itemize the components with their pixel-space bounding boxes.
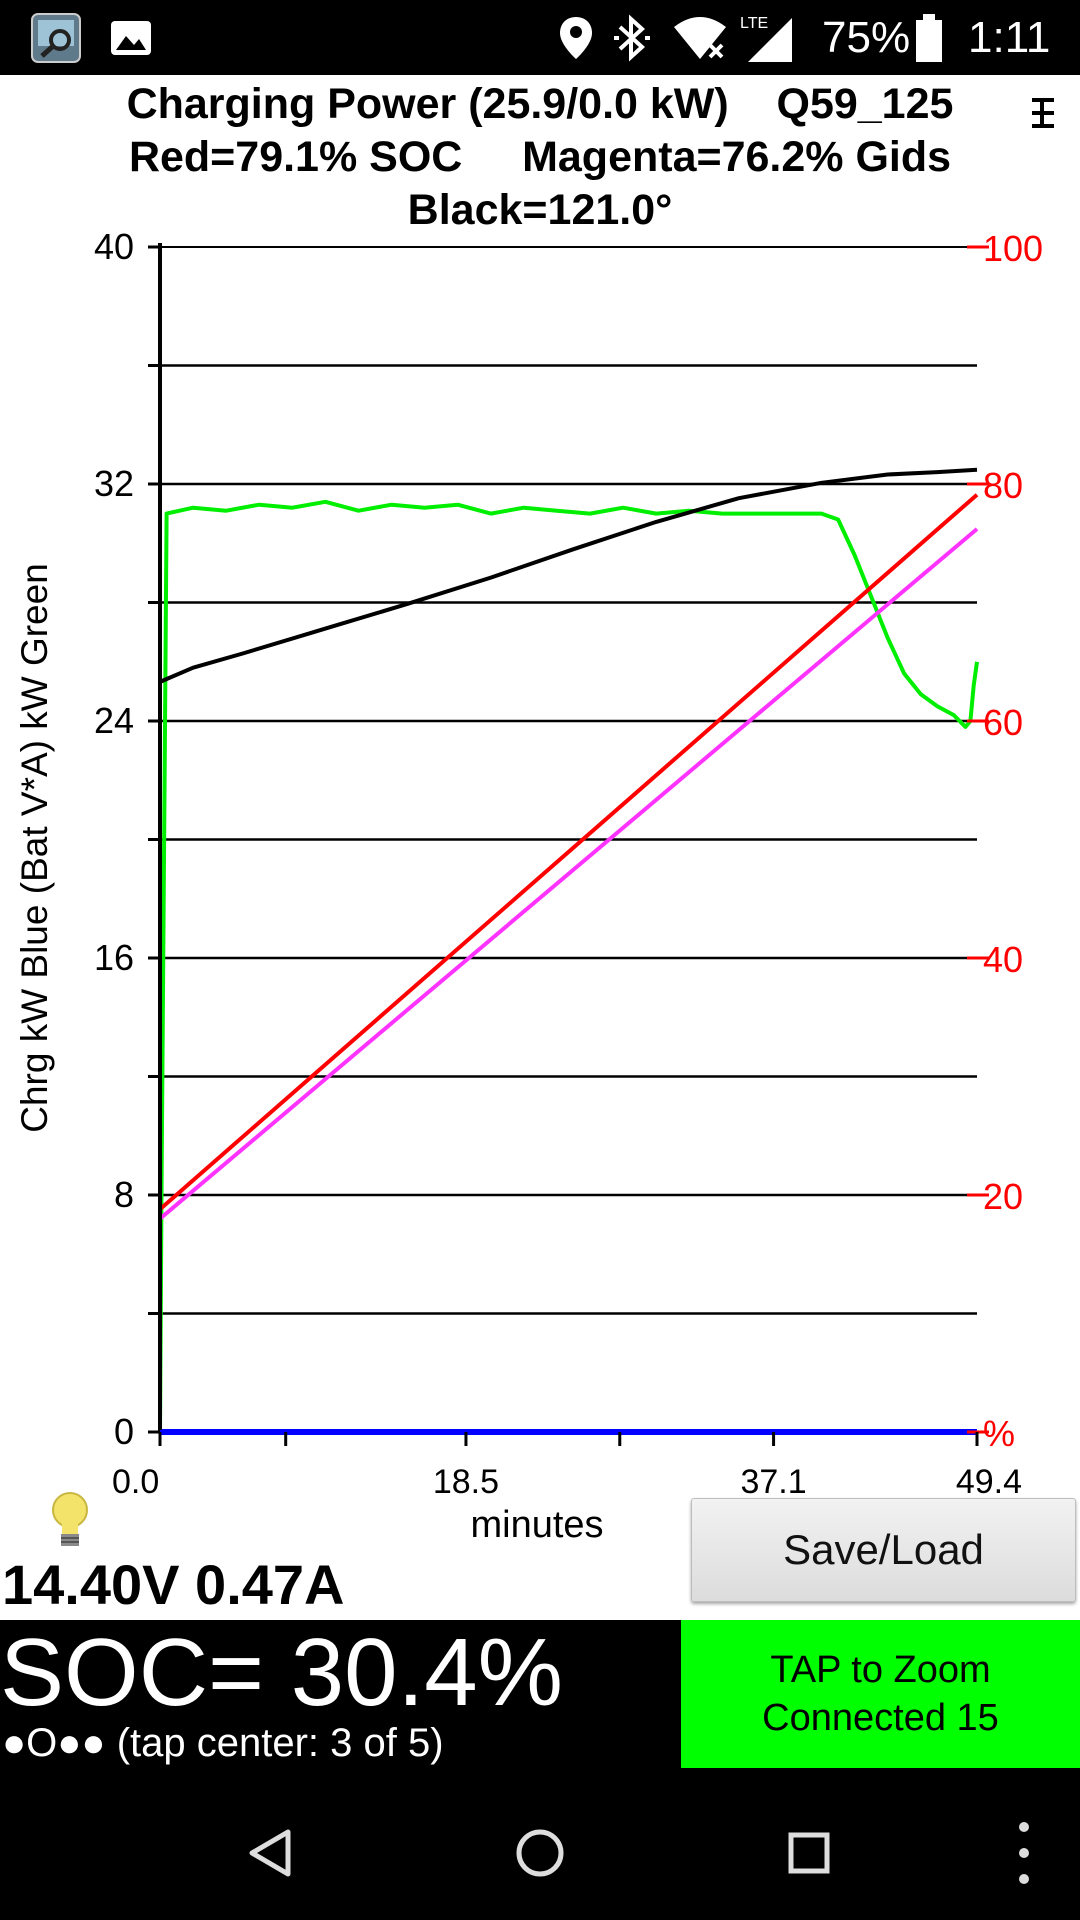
clock: 1:11 xyxy=(968,12,1051,62)
tap-to-zoom-button[interactable]: TAP to Zoom Connected 15 xyxy=(681,1620,1080,1768)
series-line-1 xyxy=(159,467,978,684)
header-line-1: Charging Power (25.9/0.0 kW) Q59_125 xyxy=(126,80,954,128)
series-line-0 xyxy=(158,499,979,1433)
lightbulb-icon[interactable] xyxy=(48,1490,92,1557)
y-tick-label: 8 xyxy=(114,1174,134,1215)
header-line-2: Red=79.1% SOC Magenta=76.2% Gids xyxy=(128,133,952,181)
overflow-menu-icon[interactable] xyxy=(1019,1822,1029,1884)
y-tick-label: 40 xyxy=(94,226,134,267)
y-right-tick-label: % xyxy=(983,1413,1015,1454)
status-bar: LTE 75% 1:11 xyxy=(0,0,1080,75)
voltage-current-readout: 14.40V 0.47A xyxy=(2,1553,345,1616)
image-icon xyxy=(110,0,152,75)
x-tick-label: 37.1 xyxy=(740,1463,806,1501)
charging-chart[interactable]: 0 8 16 24 32 40% 20 40 60 80 100 0.0 18.5 37.1 49.4 min… xyxy=(0,180,1080,1540)
x-tick-label: 49.4 xyxy=(956,1463,1022,1501)
network-label: LTE xyxy=(740,15,768,32)
series-lines xyxy=(158,467,979,1435)
y-right-tick-label: 40 xyxy=(983,939,1023,980)
page-indicator: ●O●● (tap center: 3 of 5) xyxy=(2,1721,444,1765)
x-tick-label: 18.5 xyxy=(433,1463,499,1501)
series-line-2 xyxy=(158,493,979,1211)
x-tick-label: 0.0 xyxy=(112,1463,159,1501)
y-tick-label: 32 xyxy=(94,463,134,504)
axes xyxy=(148,243,989,1446)
axis-labels: 0 8 16 24 32 40% 20 40 60 80 100 0.0 18.5 37.1 49.4 min… xyxy=(14,226,1043,1540)
soc-readout: SOC= 30.4% xyxy=(0,1619,563,1726)
bluetooth-icon xyxy=(612,0,652,75)
location-icon xyxy=(558,0,594,75)
home-icon[interactable] xyxy=(516,1829,564,1877)
grid-lines xyxy=(160,364,977,1315)
y-right-tick-label: 100 xyxy=(983,228,1043,269)
back-icon[interactable] xyxy=(249,1829,291,1877)
y-right-tick-label: 80 xyxy=(983,465,1023,506)
y-tick-label: 24 xyxy=(94,700,134,741)
connection-status: Connected 15 xyxy=(762,1697,999,1739)
battery-icon xyxy=(914,0,944,75)
menu-icon[interactable] xyxy=(1024,88,1064,138)
battery-percent: 75% xyxy=(822,12,911,62)
wifi-icon xyxy=(672,0,732,75)
chart-header: Charging Power (25.9/0.0 kW) Q59_125 Red… xyxy=(0,78,1080,237)
y-tick-label: 0 xyxy=(114,1411,134,1452)
navigation-bar xyxy=(0,1770,1080,1920)
zoom-label: TAP to Zoom xyxy=(770,1649,991,1691)
recents-icon[interactable] xyxy=(788,1832,830,1874)
app-icon xyxy=(30,0,82,75)
y-right-tick-label: 20 xyxy=(983,1176,1023,1217)
x-axis-title: minutes xyxy=(470,1504,603,1540)
series-line-3 xyxy=(158,527,979,1221)
signal-icon: LTE xyxy=(740,0,796,75)
y-right-tick-label: 60 xyxy=(983,702,1023,743)
y-tick-label: 16 xyxy=(94,937,134,978)
header-line-3: Black=121.0° xyxy=(407,186,673,234)
y-axis-title: Chrg kW Blue (Bat V*A) kW Green xyxy=(14,563,55,1133)
save-load-button[interactable]: Save/Load xyxy=(691,1498,1076,1602)
